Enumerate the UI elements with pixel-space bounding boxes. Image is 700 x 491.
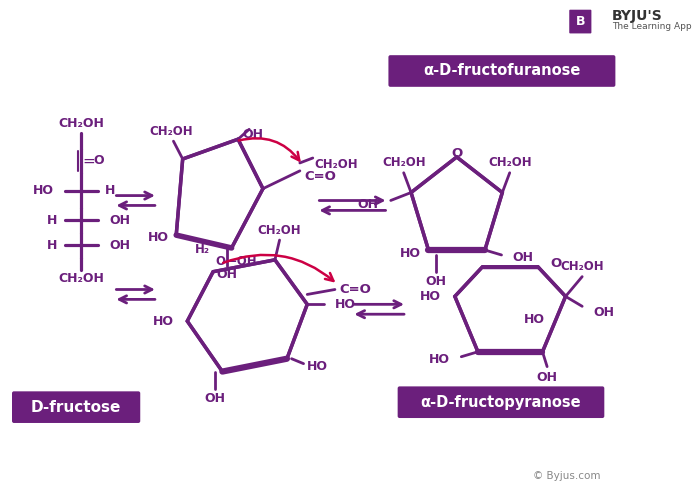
Text: OH: OH — [593, 306, 614, 319]
Text: HO: HO — [307, 360, 328, 373]
Text: H: H — [47, 214, 57, 227]
Text: CH₂OH: CH₂OH — [258, 224, 302, 237]
Text: C=O: C=O — [340, 283, 372, 296]
Polygon shape — [176, 139, 263, 248]
Text: HO: HO — [153, 315, 174, 327]
Text: =: = — [82, 154, 95, 168]
Text: OH: OH — [204, 392, 225, 405]
Text: O—OH: O—OH — [215, 255, 257, 268]
Text: HO: HO — [400, 247, 421, 260]
Text: OH: OH — [426, 275, 447, 288]
Text: CH₂OH: CH₂OH — [58, 117, 104, 130]
Text: CH₂OH: CH₂OH — [488, 156, 531, 169]
FancyBboxPatch shape — [389, 55, 615, 87]
FancyArrowPatch shape — [239, 138, 300, 161]
Text: B: B — [575, 15, 585, 28]
Text: CH₂OH: CH₂OH — [382, 156, 426, 169]
Text: CH₂OH: CH₂OH — [150, 125, 193, 138]
Text: OH: OH — [537, 371, 558, 384]
Text: H: H — [105, 184, 116, 197]
Polygon shape — [188, 260, 307, 372]
Polygon shape — [411, 157, 503, 250]
Text: The Learning App: The Learning App — [612, 22, 692, 31]
Text: HO: HO — [429, 353, 450, 366]
Text: CH₂OH: CH₂OH — [561, 260, 604, 273]
FancyBboxPatch shape — [12, 391, 140, 423]
Text: CH₂OH: CH₂OH — [58, 272, 104, 285]
Text: α-D-fructopyranose: α-D-fructopyranose — [421, 395, 581, 409]
Polygon shape — [455, 267, 566, 352]
FancyBboxPatch shape — [569, 10, 591, 33]
Text: C=O: C=O — [304, 170, 336, 183]
FancyArrowPatch shape — [223, 255, 333, 281]
Text: O: O — [451, 146, 462, 160]
Text: H₂: H₂ — [195, 244, 209, 256]
Text: HO: HO — [420, 290, 441, 303]
Text: OH: OH — [216, 268, 237, 281]
Text: O: O — [551, 257, 562, 270]
Text: OH: OH — [109, 214, 130, 227]
Text: © Byjus.com: © Byjus.com — [533, 471, 601, 481]
Text: HO: HO — [148, 231, 169, 244]
Text: α-D-fructofuranose: α-D-fructofuranose — [424, 63, 580, 79]
Text: OH: OH — [358, 198, 379, 211]
Text: OH: OH — [512, 251, 533, 265]
Text: OH: OH — [243, 128, 264, 141]
Text: D-fructose: D-fructose — [31, 400, 121, 415]
Text: OH: OH — [109, 239, 130, 251]
Text: BYJU'S: BYJU'S — [612, 9, 662, 23]
Text: HO: HO — [335, 298, 356, 311]
Text: HO: HO — [32, 184, 53, 197]
Text: H: H — [47, 239, 57, 251]
Text: CH₂OH: CH₂OH — [314, 159, 358, 171]
Text: O: O — [93, 155, 104, 167]
FancyBboxPatch shape — [398, 386, 604, 418]
Text: HO: HO — [524, 313, 545, 326]
